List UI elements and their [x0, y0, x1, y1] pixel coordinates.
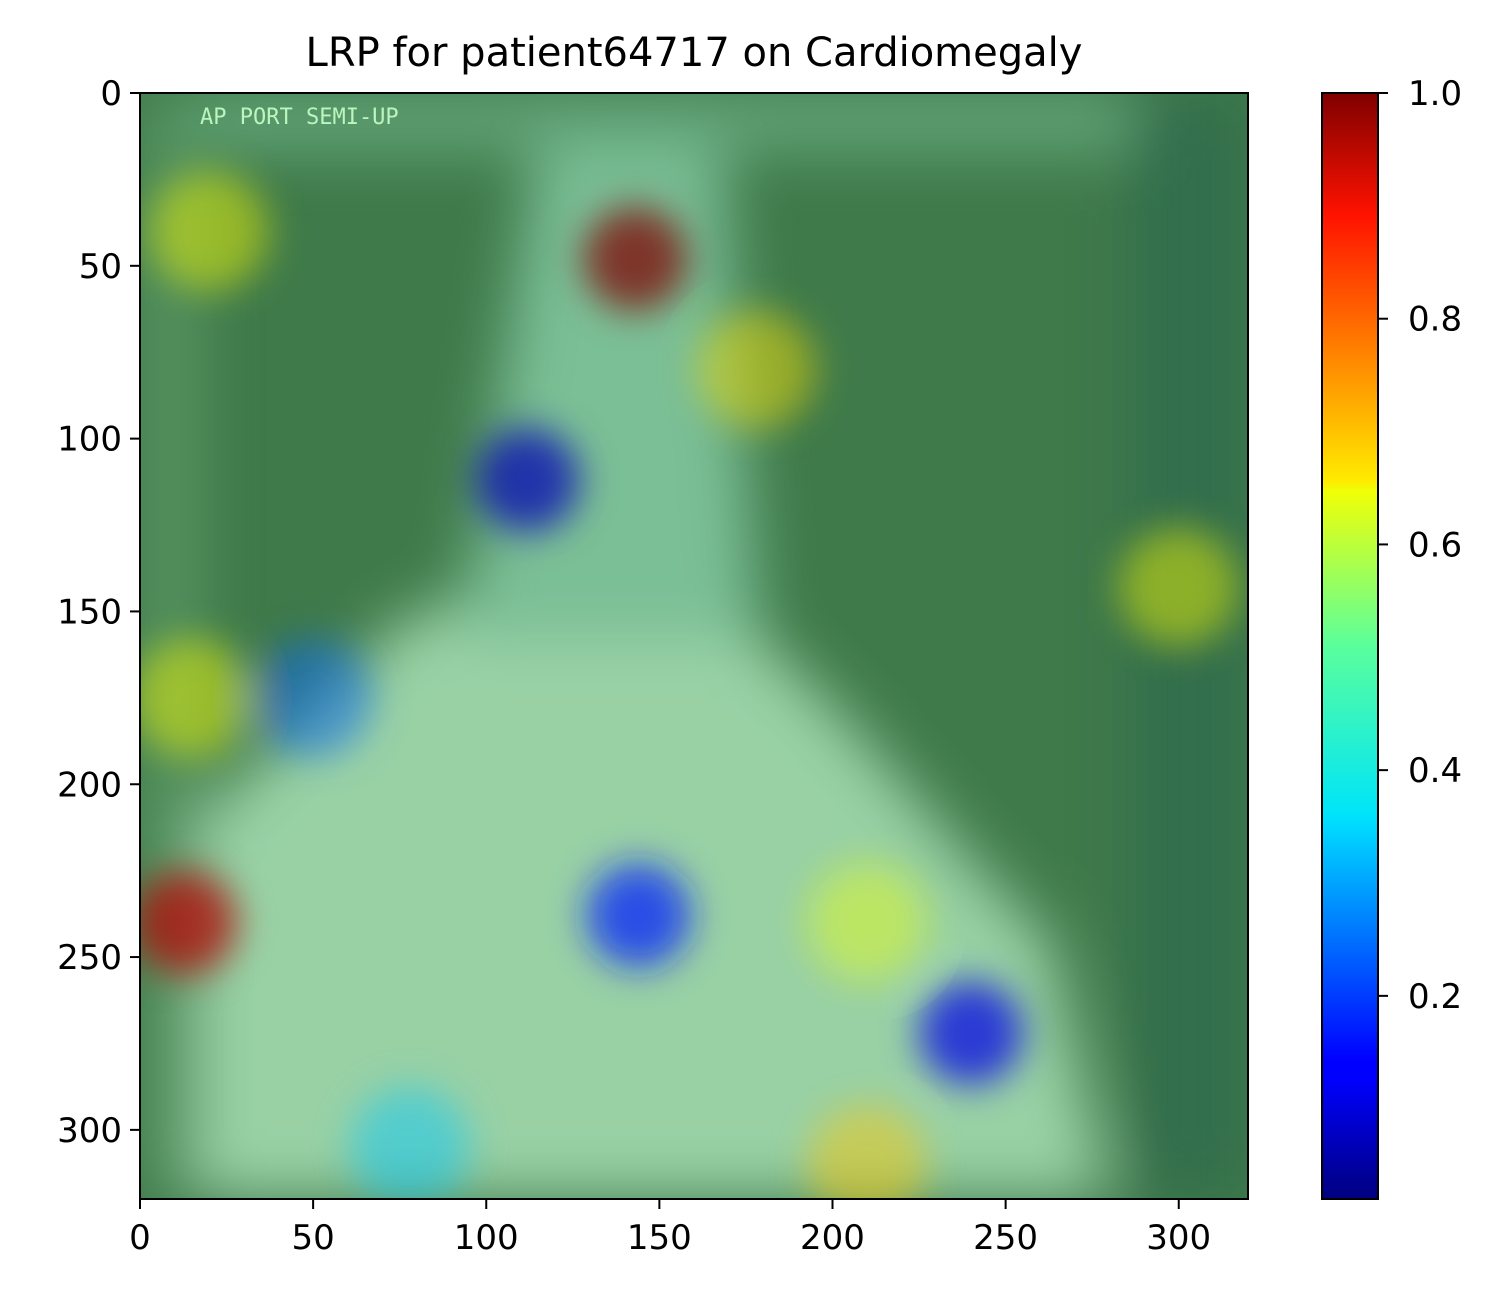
x-tick-label: 50	[291, 1218, 334, 1258]
y-tick-label: 50	[79, 247, 122, 287]
colorbar-tick-label: 0.8	[1408, 300, 1462, 340]
y-tick-label: 150	[57, 592, 122, 632]
hotspot-5	[253, 637, 374, 758]
colorbar-tick-label: 0.6	[1408, 525, 1462, 565]
colorbar-axis: 0.2 0.4 0.6 0.8 1.0	[1378, 74, 1462, 1017]
chart-title: LRP for patient64717 on Cardiomegaly	[306, 30, 1083, 76]
plot-frame	[139, 92, 1249, 1200]
hotspot-12	[807, 862, 928, 983]
hotspot-4	[919, 981, 1023, 1086]
x-tick-label: 300	[1146, 1218, 1211, 1258]
hotspot-2	[475, 428, 580, 533]
x-tick-label: 100	[454, 1218, 519, 1258]
heatmap-plot-area: AP PORT SEMI-UP	[140, 93, 1248, 1199]
hotspot-9	[807, 1104, 928, 1199]
hotspot-10	[149, 171, 270, 292]
x-tick-label: 150	[627, 1218, 692, 1258]
y-axis: 0 50 100 150 200 250 300	[57, 74, 140, 1151]
y-tick-label: 250	[57, 938, 122, 978]
hotspot-layer	[140, 171, 1239, 1199]
y-tick-label: 300	[57, 1111, 122, 1151]
hotspot-8	[1118, 527, 1239, 648]
hotspot-1	[140, 870, 237, 975]
hotspot-0	[583, 206, 688, 311]
y-tick-label: 0	[100, 74, 122, 114]
burned-in-text: AP PORT SEMI-UP	[200, 105, 399, 130]
y-tick-label: 200	[57, 765, 122, 805]
colorbar-tick-label: 0.4	[1408, 751, 1462, 791]
x-tick-label: 200	[800, 1218, 865, 1258]
y-tick-label: 100	[57, 420, 122, 460]
hotspot-7	[696, 309, 817, 430]
hotspot-6	[350, 1087, 471, 1199]
colorbar-tick-label: 0.2	[1408, 977, 1462, 1017]
hotspot-3	[586, 863, 691, 968]
x-tick-label: 0	[129, 1218, 151, 1258]
colorbar	[1321, 92, 1379, 1200]
hotspot-11	[140, 637, 252, 758]
colorbar-tick-label: 1.0	[1408, 74, 1462, 114]
x-axis: 0 50 100 150 200 250 300	[129, 1199, 1211, 1258]
x-tick-label: 250	[973, 1218, 1038, 1258]
